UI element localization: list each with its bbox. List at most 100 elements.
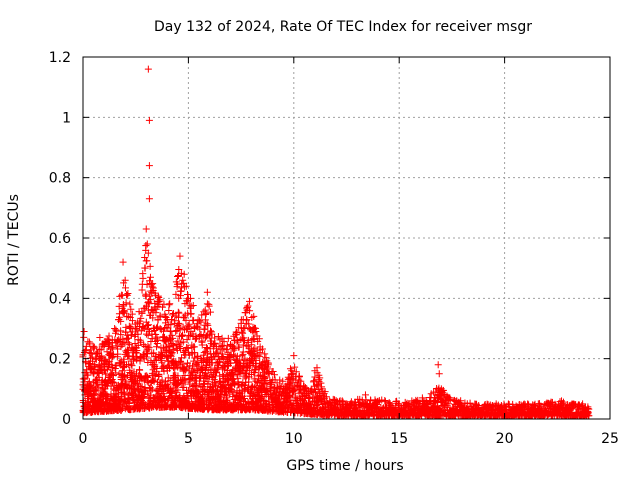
data-point <box>182 316 190 324</box>
y-tick-label: 0.2 <box>49 352 71 368</box>
data-point <box>191 335 199 343</box>
data-point <box>249 335 257 343</box>
data-point <box>145 343 153 351</box>
data-point <box>96 334 104 342</box>
data-point <box>218 353 226 361</box>
data-point <box>205 302 213 310</box>
data-point <box>252 356 260 364</box>
data-point <box>117 327 125 335</box>
data-point <box>182 366 190 374</box>
data-point <box>193 334 201 342</box>
data-point <box>141 324 149 332</box>
data-point <box>235 343 243 351</box>
data-point <box>250 335 258 343</box>
data-point <box>255 335 263 343</box>
data-point <box>171 365 179 373</box>
data-point <box>206 308 214 316</box>
data-point <box>224 334 232 342</box>
data-point <box>158 376 166 384</box>
data-point <box>149 314 157 322</box>
data-point <box>146 262 154 270</box>
y-tick-label: 0 <box>62 412 71 428</box>
y-tick-labels: 0 0.2 0.4 0.6 0.8 1 1.2 <box>49 50 71 428</box>
data-point <box>197 318 205 326</box>
data-point <box>159 303 167 311</box>
data-point <box>236 356 244 364</box>
data-point <box>310 377 318 385</box>
data-point <box>181 283 189 291</box>
y-tick-label: 0.6 <box>49 231 71 247</box>
data-point <box>184 332 192 340</box>
data-point <box>142 242 150 250</box>
data-point <box>145 116 153 124</box>
data-point <box>290 352 298 360</box>
data-point <box>220 338 228 346</box>
data-point <box>302 384 310 392</box>
x-axis-title: GPS time / hours <box>286 458 403 474</box>
data-point <box>117 406 125 414</box>
data-point <box>206 345 214 353</box>
data-point <box>174 308 182 316</box>
data-point <box>276 376 284 384</box>
data-point <box>213 349 221 357</box>
data-point <box>321 388 329 396</box>
data-point <box>112 326 120 334</box>
data-point <box>147 296 155 304</box>
data-point <box>322 393 330 401</box>
data-point <box>103 391 111 399</box>
data-point <box>179 332 187 340</box>
data-point <box>170 345 178 353</box>
data-point <box>146 273 154 281</box>
data-point <box>185 320 193 328</box>
data-point <box>112 369 120 377</box>
data-point <box>198 337 206 345</box>
x-tick-label: 15 <box>390 431 408 447</box>
data-point <box>204 331 212 339</box>
data-point <box>149 376 157 384</box>
data-point <box>239 329 247 337</box>
data-point <box>175 265 183 273</box>
data-point <box>240 394 248 402</box>
data-point <box>143 372 151 380</box>
data-point <box>245 378 253 386</box>
data-point <box>165 307 173 314</box>
data-point <box>183 290 191 298</box>
x-tick-label: 20 <box>496 431 514 447</box>
data-point <box>139 394 147 402</box>
data-point <box>141 343 149 351</box>
data-point <box>279 377 287 385</box>
data-point <box>127 305 135 313</box>
x-tick-labels: 0 5 10 15 20 25 <box>79 431 619 447</box>
y-tick-label: 0.4 <box>49 291 71 307</box>
data-point <box>231 345 239 353</box>
data-point <box>140 392 148 400</box>
data-point <box>105 340 113 348</box>
data-point <box>244 336 252 344</box>
data-point <box>137 314 145 322</box>
data-point <box>160 327 168 335</box>
data-point <box>203 343 211 351</box>
data-point <box>311 373 319 381</box>
data-point <box>128 362 136 370</box>
data-point <box>214 332 222 340</box>
data-point <box>204 321 212 329</box>
data-point <box>150 377 158 385</box>
data-point <box>121 390 129 398</box>
data-point <box>94 384 102 392</box>
data-point <box>156 296 164 304</box>
y-tick-label: 0.8 <box>49 171 71 187</box>
data-point <box>175 309 183 317</box>
data-point <box>352 405 360 413</box>
data-point <box>190 317 198 325</box>
data-point <box>238 328 246 336</box>
data-points <box>79 65 593 420</box>
data-point <box>258 345 266 353</box>
data-point <box>168 349 176 357</box>
data-point <box>126 300 134 308</box>
data-point <box>145 321 153 329</box>
data-point <box>124 346 132 354</box>
data-point <box>119 338 127 346</box>
data-point <box>144 373 152 381</box>
data-point <box>152 305 160 313</box>
